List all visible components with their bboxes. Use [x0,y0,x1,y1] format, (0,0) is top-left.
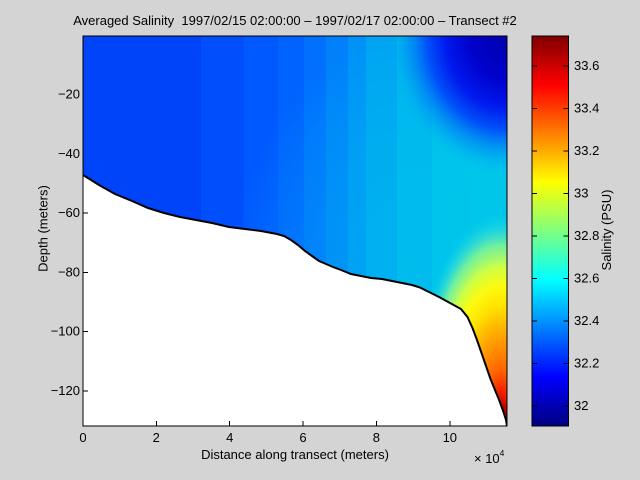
svg-text:−20: −20 [58,87,80,102]
svg-text:−60: −60 [58,205,80,220]
svg-text:32.8: 32.8 [574,228,599,243]
svg-text:32.4: 32.4 [574,313,599,328]
svg-text:Distance along transect (meter: Distance along transect (meters) [201,447,389,462]
svg-text:0: 0 [79,430,86,445]
svg-text:Averaged Salinity 1997/02/15: Averaged Salinity 1997/02/15 02:00:00 – … [73,13,517,28]
svg-text:33.4: 33.4 [574,101,599,116]
svg-text:32: 32 [574,398,588,413]
svg-text:32.6: 32.6 [574,271,599,286]
svg-text:33.6: 33.6 [574,58,599,73]
svg-text:× 104: × 104 [474,448,505,466]
svg-text:33: 33 [574,186,588,201]
svg-text:−80: −80 [58,264,80,279]
svg-text:10: 10 [443,430,457,445]
svg-text:33.2: 33.2 [574,143,599,158]
svg-text:−100: −100 [51,324,80,339]
svg-text:Salinity (PSU): Salinity (PSU) [599,190,614,271]
svg-text:−40: −40 [58,146,80,161]
svg-text:8: 8 [373,430,380,445]
svg-text:4: 4 [226,430,233,445]
svg-text:−120: −120 [51,383,80,398]
svg-text:32.2: 32.2 [574,356,599,371]
svg-text:2: 2 [153,430,160,445]
svg-text:Depth (meters): Depth (meters) [36,185,51,272]
svg-text:6: 6 [299,430,306,445]
